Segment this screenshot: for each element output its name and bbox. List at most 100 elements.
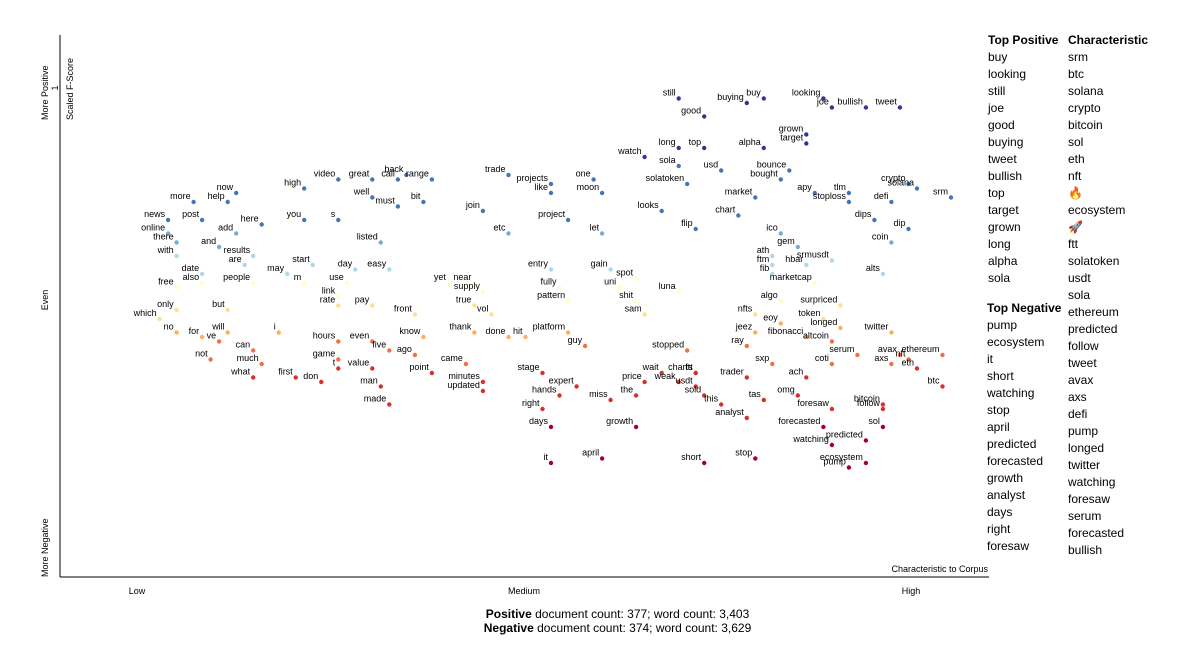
label-token[interactable]: token [798, 308, 820, 318]
point-altcoin[interactable] [829, 339, 835, 344]
point-surpriced[interactable] [838, 303, 843, 308]
point-may[interactable] [285, 271, 290, 277]
point-still[interactable] [676, 96, 681, 101]
point-will[interactable] [225, 330, 230, 335]
point-market[interactable] [753, 195, 758, 200]
label-well[interactable]: well [353, 187, 370, 197]
label-game[interactable]: game [313, 349, 336, 359]
point-price[interactable] [642, 379, 647, 385]
point-there[interactable] [174, 240, 179, 245]
label-even[interactable]: even [350, 331, 370, 341]
point-one[interactable] [591, 177, 596, 182]
label-projects[interactable]: projects [516, 173, 548, 183]
point-much[interactable] [259, 361, 264, 367]
top-positive-item[interactable]: looking [988, 67, 1027, 81]
label-which[interactable]: which [133, 308, 157, 318]
point-more[interactable] [191, 199, 196, 205]
label-people[interactable]: people [223, 272, 250, 282]
top-negative-item[interactable]: days [987, 505, 1013, 519]
label-crypto[interactable]: crypto [881, 173, 906, 183]
point-stage[interactable] [540, 370, 545, 376]
point-date[interactable] [199, 271, 205, 277]
label-usdt[interactable]: usdt [676, 376, 694, 386]
point-thank[interactable] [472, 330, 477, 335]
label-looks[interactable]: looks [638, 200, 660, 210]
point-stopped[interactable] [685, 348, 690, 353]
characteristic-item[interactable]: solatoken [1068, 254, 1120, 268]
point-bounce[interactable] [787, 168, 792, 173]
point-watching[interactable] [829, 442, 835, 448]
point-alpha[interactable] [761, 145, 766, 151]
label-fibonacci[interactable]: fibonacci [768, 326, 804, 336]
point-day[interactable] [353, 267, 358, 272]
point-ray[interactable] [744, 343, 749, 349]
label-you[interactable]: you [287, 209, 302, 219]
point-spot[interactable] [633, 276, 639, 281]
label-grown[interactable]: grown [779, 124, 804, 134]
point-avax[interactable] [897, 352, 903, 358]
label-fib[interactable]: fib [760, 263, 770, 273]
top-positive-item[interactable]: bullish [988, 169, 1023, 183]
point-near[interactable] [472, 280, 477, 286]
label-coin[interactable]: coin [872, 232, 889, 242]
point-five[interactable] [387, 348, 392, 353]
label-thank[interactable]: thank [449, 322, 472, 332]
point-nft[interactable] [906, 357, 911, 362]
point-alts[interactable] [880, 271, 886, 277]
characteristic-item[interactable]: solana [1068, 84, 1104, 98]
label-long[interactable]: long [659, 137, 676, 147]
label-luna[interactable]: luna [659, 281, 676, 291]
characteristic-item[interactable]: follow [1068, 339, 1099, 353]
label-longed[interactable]: longed [810, 317, 837, 327]
point-the[interactable] [633, 393, 639, 398]
label-solatoken[interactable]: solatoken [646, 173, 685, 183]
point-easy[interactable] [387, 267, 392, 272]
point-and[interactable] [216, 244, 222, 250]
label-now[interactable]: now [217, 182, 234, 192]
label-man[interactable]: man [360, 376, 378, 386]
label-hands[interactable]: hands [532, 385, 557, 395]
point-joe[interactable] [829, 105, 835, 110]
point-sola[interactable] [676, 163, 681, 169]
label-axs[interactable]: axs [874, 353, 889, 363]
label-date[interactable]: date [182, 263, 200, 273]
point-solana[interactable] [914, 186, 920, 191]
label-sol[interactable]: sol [868, 416, 880, 426]
fire-emoji-icon[interactable]: 🔥 [1068, 186, 1083, 200]
point-tas[interactable] [761, 397, 766, 403]
point-use[interactable] [344, 280, 349, 286]
point-forecasted[interactable] [821, 424, 826, 430]
characteristic-item[interactable]: pump [1068, 424, 1099, 438]
label-target[interactable]: target [780, 133, 804, 143]
label-ach[interactable]: ach [789, 367, 804, 377]
point-results[interactable] [251, 253, 256, 259]
label-dips[interactable]: dips [855, 209, 872, 219]
label-came[interactable]: came [441, 353, 463, 363]
label-watching[interactable]: watching [792, 434, 829, 444]
label-true[interactable]: true [456, 295, 472, 305]
label-rate[interactable]: rate [320, 295, 336, 305]
label-srmusdt[interactable]: srmusdt [797, 250, 830, 260]
point-eoy[interactable] [778, 321, 783, 326]
label-vol[interactable]: vol [477, 304, 489, 314]
point-ecosystem[interactable] [863, 460, 869, 466]
label-point[interactable]: point [409, 362, 429, 372]
label-and[interactable]: and [201, 236, 216, 246]
label-with[interactable]: with [157, 245, 174, 255]
top-positive-item[interactable]: alpha [988, 254, 1018, 268]
point-can[interactable] [251, 348, 256, 353]
label-alts[interactable]: alts [866, 263, 881, 273]
top-negative-item[interactable]: analyst [987, 488, 1026, 502]
point-hit[interactable] [523, 334, 528, 340]
point-let[interactable] [599, 231, 605, 236]
point-projects[interactable] [548, 181, 554, 187]
point-free[interactable] [174, 285, 179, 290]
point-apy[interactable] [812, 190, 817, 196]
label-solana[interactable]: solana [887, 178, 914, 188]
label-ftm[interactable]: ftm [757, 254, 770, 264]
label-algo[interactable]: algo [761, 290, 778, 300]
label-listed[interactable]: listed [357, 232, 378, 242]
point-news[interactable] [165, 217, 171, 223]
point-pump[interactable] [846, 465, 852, 470]
point-algo[interactable] [778, 298, 783, 304]
